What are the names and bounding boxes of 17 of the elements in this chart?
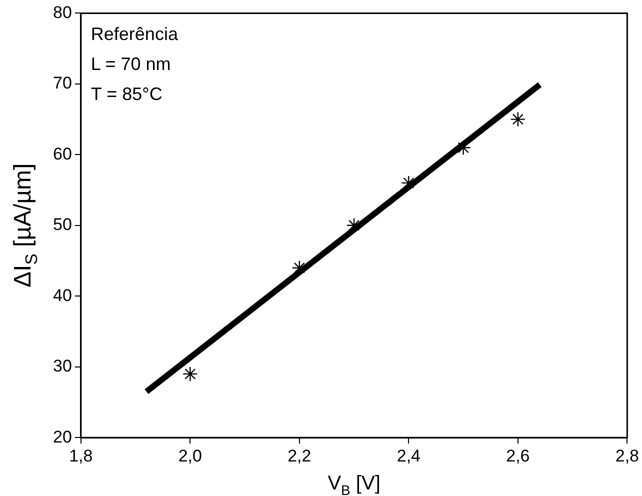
- y-tick-label: 20: [52, 427, 72, 446]
- x-tick-label: 2,8: [615, 446, 640, 466]
- annotation: L = 70 nm: [90, 54, 171, 74]
- y-tick-label: 80: [52, 2, 72, 22]
- annotation: T = 85°C: [90, 84, 162, 104]
- x-tick-label: 1,8: [69, 446, 93, 466]
- y-tick-label: 60: [52, 144, 72, 164]
- x-tick-label: 2,0: [178, 446, 202, 466]
- y-tick-label: 40: [52, 286, 72, 305]
- y-tick-label: 50: [52, 215, 72, 234]
- y-tick-label: 70: [52, 74, 72, 93]
- x-tick-label: 2,4: [396, 446, 420, 466]
- x-tick-label: 2,2: [288, 446, 312, 466]
- y-axis-title: ΔIS [µA/µm]: [10, 163, 42, 288]
- x-tick-label: 2,6: [506, 446, 530, 466]
- annotation: Referência: [90, 24, 179, 44]
- y-tick-label: 30: [52, 356, 72, 376]
